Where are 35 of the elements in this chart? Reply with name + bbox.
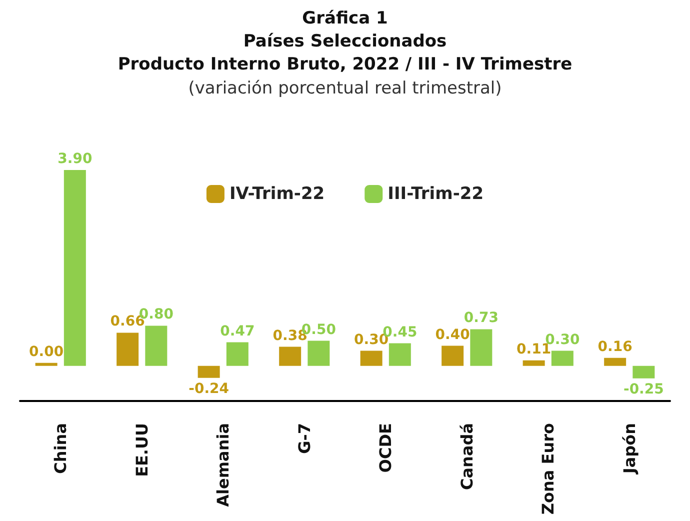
data-label: 0.40 bbox=[435, 326, 470, 343]
bar bbox=[198, 366, 220, 378]
bar bbox=[442, 346, 464, 366]
data-label: -0.24 bbox=[188, 380, 230, 397]
legend-label: IV-Trim-22 bbox=[229, 184, 325, 204]
data-label: 0.00 bbox=[29, 344, 64, 360]
x-tick-label: China bbox=[51, 423, 70, 474]
bar bbox=[551, 350, 574, 366]
bar bbox=[632, 366, 655, 378]
x-tick-label: G-7 bbox=[294, 423, 314, 454]
bar bbox=[279, 346, 302, 366]
x-tick-label: Zona Euro bbox=[538, 423, 558, 515]
bar bbox=[308, 340, 330, 366]
data-label: 0.47 bbox=[220, 323, 255, 340]
bar bbox=[604, 358, 626, 366]
x-tick-label: Canadá bbox=[457, 423, 476, 490]
chart-subtitle: (variación porcentual real trimestral) bbox=[188, 78, 502, 98]
x-tick-label: OCDE bbox=[376, 423, 396, 473]
bar bbox=[145, 326, 168, 366]
data-label: -0.25 bbox=[623, 381, 664, 398]
data-label: 3.90 bbox=[58, 151, 92, 168]
data-label: 0.16 bbox=[598, 338, 632, 355]
bar bbox=[522, 360, 545, 366]
x-tick-label: Alemania bbox=[214, 423, 233, 507]
bar bbox=[360, 350, 382, 366]
chart-title: Gráfica 1 Países Seleccionados Producto Interno Bruto, 2022 / III - IV Trimestre bbox=[118, 8, 572, 74]
bar bbox=[64, 170, 86, 366]
x-tick-label: EE.UU bbox=[132, 423, 152, 477]
x-tick-label: Japón bbox=[620, 423, 639, 475]
bar bbox=[470, 329, 492, 366]
bar bbox=[226, 342, 248, 366]
data-label: 0.73 bbox=[464, 310, 498, 326]
bar bbox=[388, 343, 411, 366]
legend-label: III-Trim-22 bbox=[388, 184, 484, 204]
bar bbox=[116, 332, 139, 366]
